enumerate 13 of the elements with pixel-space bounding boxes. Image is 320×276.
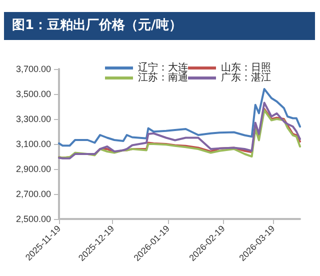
legend-label: 山东：日照 (221, 62, 271, 74)
y-tick-label: 2,700.00 (16, 189, 51, 199)
y-tick-label: 3,300.00 (16, 114, 51, 124)
y-tick-label: 3,500.00 (16, 89, 51, 99)
legend-label: 广东：湛江 (221, 72, 271, 84)
line-series (58, 88, 301, 147)
y-tick-label: 2,900.00 (16, 164, 51, 174)
legend-label: 辽宁：大连 (138, 62, 188, 74)
chart-title: 图1：豆粕出厂价格（元/吨） (4, 12, 315, 40)
y-tick-label: 2,500.00 (16, 214, 51, 224)
y-tick-label: 3,700.00 (16, 64, 51, 74)
legend-label: 江苏：南通 (138, 72, 188, 84)
y-tick-label: 3,100.00 (16, 139, 51, 149)
